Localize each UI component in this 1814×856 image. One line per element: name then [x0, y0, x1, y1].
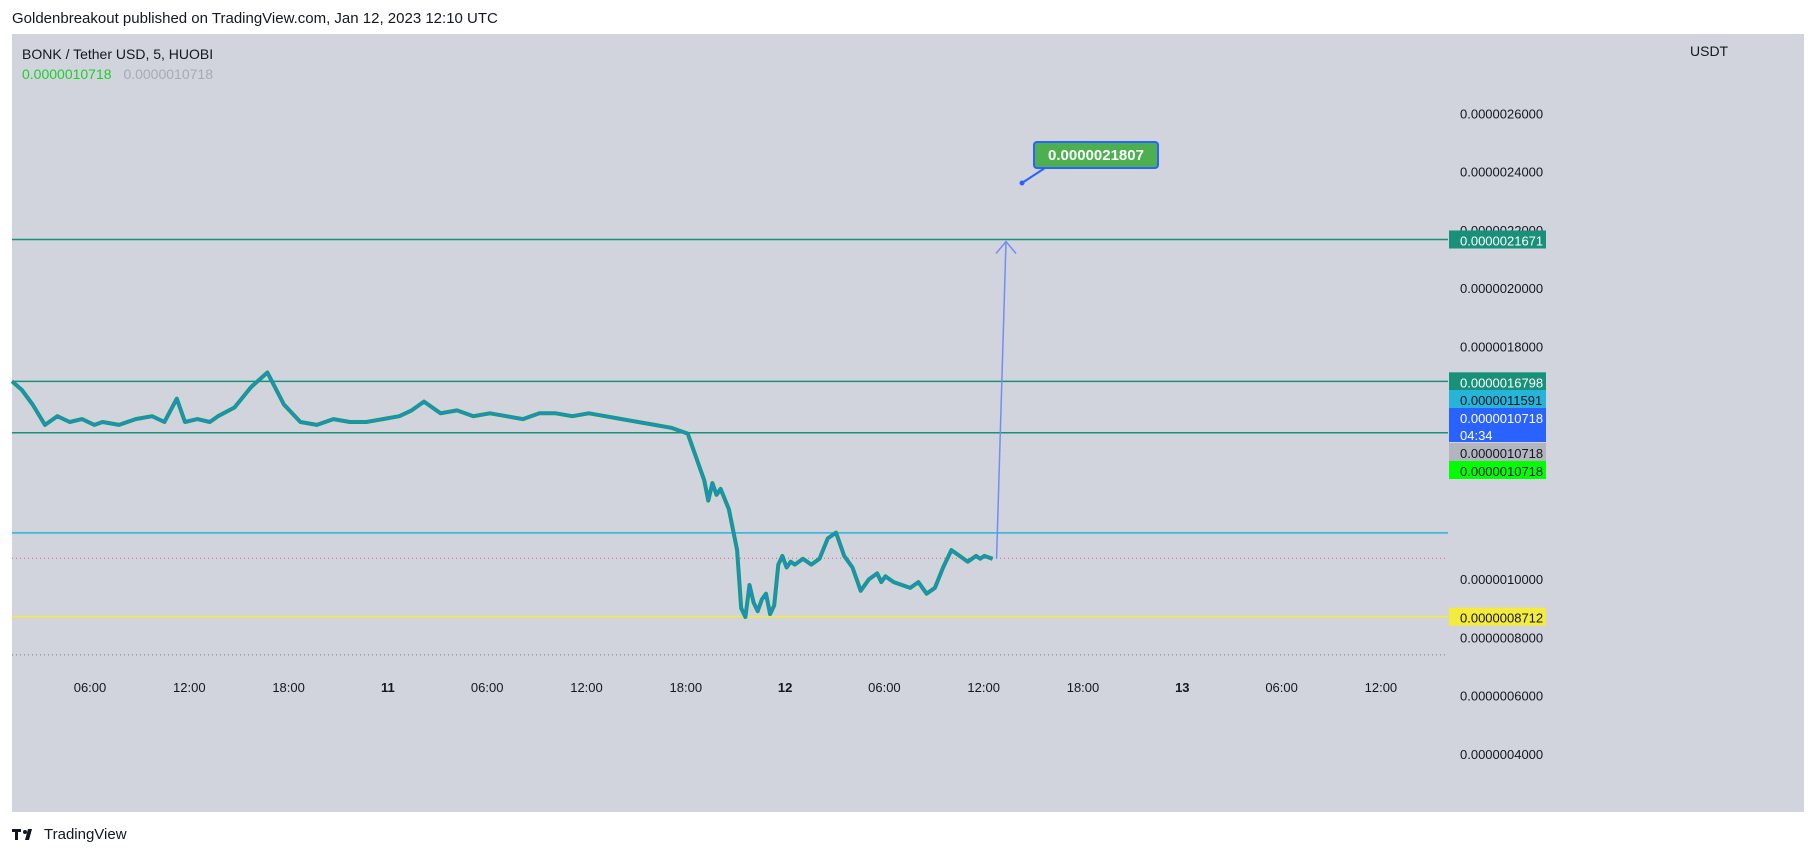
target-arrow: 0.0000021807: [995, 141, 1159, 559]
price-series: [10, 370, 994, 619]
level-price-label-4-bg: [1449, 607, 1546, 626]
last-price: 0.0000010718: [22, 66, 112, 82]
current-price-label-bg: [1449, 408, 1546, 442]
last-price-label: 0.0000010718: [1460, 464, 1543, 479]
arrow-head: [995, 240, 1017, 254]
series-outline: [10, 370, 994, 619]
x-tick-label-11: 13: [1175, 680, 1189, 695]
currency-label: USDT: [1690, 43, 1729, 59]
level-price-label-0-bg: [1449, 230, 1546, 249]
last-price-label-bg: [1449, 461, 1546, 479]
current-price-label: 0.0000010718: [1460, 411, 1543, 426]
x-tick-label-0: 06:00: [74, 680, 107, 695]
x-tick-label-6: 18:00: [670, 680, 703, 695]
current-price-label-sub: 04:34: [1460, 428, 1493, 443]
published-info: Goldenbreakout published on TradingView.…: [12, 10, 498, 27]
series-line: [11, 371, 993, 618]
y-tick-label-1: 0.0000024000: [1460, 165, 1543, 180]
price-labels: 0.00000216710.00000167980.00000150300.00…: [1449, 230, 1546, 626]
legend-prices: 0.0000010718 0.0000010718: [22, 66, 213, 82]
cyan-price-label: 0.0000011591: [1460, 393, 1542, 408]
x-tick-label-9: 12:00: [967, 680, 1000, 695]
level-price-label-1-bg: [1449, 372, 1546, 391]
time-axis: 06:00 12:00 18:00 11 06:00 12:00 18:00 12 06:00 1…: [74, 680, 1397, 695]
last-price-faded: 0.0000010718: [123, 66, 213, 82]
y-tick-label-8: 0.0000008000: [1460, 630, 1543, 645]
y-tick-label-9: 0.0000006000: [1460, 689, 1543, 704]
gray-price-label: 0.0000010718: [1460, 446, 1543, 461]
y-tick-label-7: 0.0000010000: [1460, 572, 1543, 587]
brand-name: TradingView: [44, 826, 127, 843]
x-tick-label-4: 06:00: [471, 680, 504, 695]
x-tick-label-1: 12:00: [173, 680, 206, 695]
cyan-price-label-bg: [1449, 390, 1546, 408]
callout-anchor: [1019, 180, 1025, 186]
y-tick-label-10: 0.0000004000: [1460, 747, 1543, 762]
footer: TradingView: [12, 826, 127, 843]
y-tick-label-3: 0.0000020000: [1460, 281, 1543, 296]
tradingview-logo-icon: [12, 828, 32, 840]
gray-price-label-bg: [1449, 443, 1546, 461]
target-badge: [1033, 141, 1159, 169]
level-price-label-4: 0.0000008712: [1460, 611, 1543, 626]
x-tick-label-7: 12: [778, 680, 792, 695]
x-tick-label-10: 18:00: [1067, 680, 1100, 695]
dotted-lines: [12, 557, 1448, 656]
y-tick-label-0: 0.0000026000: [1460, 106, 1543, 121]
x-tick-label-2: 18:00: [272, 680, 305, 695]
level-price-label-1: 0.0000016798: [1460, 375, 1543, 390]
x-tick-label-13: 12:00: [1365, 680, 1398, 695]
horizontal-levels: [12, 238, 1448, 618]
level-price-label-0: 0.0000021671: [1460, 233, 1543, 248]
x-tick-label-3: 11: [381, 680, 395, 695]
x-tick-label-12: 06:00: [1265, 680, 1298, 695]
arrow-shaft: [995, 241, 1007, 559]
x-tick-label-5: 12:00: [570, 680, 603, 695]
y-tick-label-4: 0.0000018000: [1460, 339, 1543, 354]
target-badge-label: 0.0000021807: [1048, 147, 1144, 164]
x-tick-label-8: 06:00: [868, 680, 901, 695]
symbol-title: BONK / Tether USD, 5, HUOBI: [22, 46, 214, 62]
